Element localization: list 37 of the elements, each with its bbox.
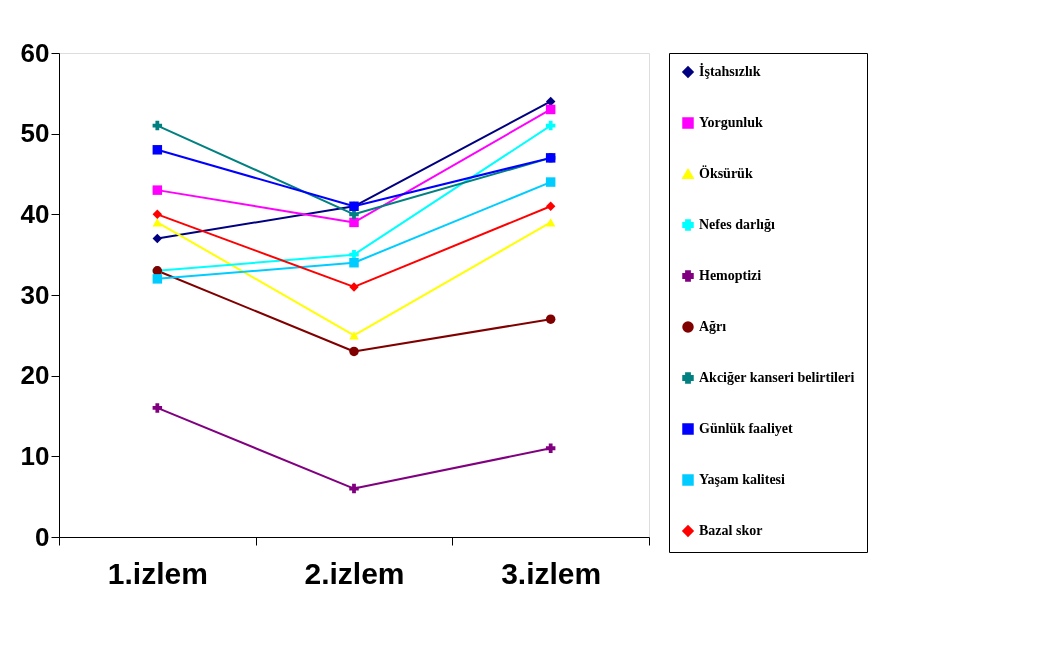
legend-label: Akciğer kanseri belirtileri <box>699 370 855 385</box>
point <box>152 233 163 244</box>
point <box>545 314 556 324</box>
legend-label: Hemoptizi <box>699 268 762 283</box>
x-tick-label: 3.izlem <box>501 556 602 590</box>
point <box>152 403 163 413</box>
legend-label: Nefes darlığı <box>699 217 775 232</box>
point <box>349 257 359 268</box>
point <box>545 177 556 187</box>
point <box>545 201 556 212</box>
point <box>545 218 556 227</box>
legend-label: İştahsızlık <box>699 63 761 79</box>
point <box>152 218 163 227</box>
x-tick-label: 2.izlem <box>304 556 405 590</box>
legend-label: Yaşam kalitesi <box>699 472 786 487</box>
y-tick-label: 20 <box>20 360 50 391</box>
y-tick-label: 30 <box>20 279 50 310</box>
y-tick-label: 10 <box>20 440 50 471</box>
point <box>349 217 359 228</box>
point <box>152 145 163 155</box>
point <box>349 483 359 494</box>
point <box>545 104 556 115</box>
y-tick-label: 40 <box>20 198 50 229</box>
legend-label: Bazal skor <box>699 523 763 538</box>
y-tick-label: 60 <box>20 37 50 68</box>
point <box>152 209 163 220</box>
y-tick-label: 50 <box>20 118 50 149</box>
legend-label: Ağrı <box>699 319 727 334</box>
legend-label: Öksürük <box>699 165 753 181</box>
y-tick-label: 0 <box>35 521 50 552</box>
point <box>349 346 359 357</box>
point <box>545 443 556 454</box>
point <box>152 185 163 195</box>
legend-label: Yorgunluk <box>699 115 764 130</box>
legend-label: Günlük faaliyet <box>699 421 794 436</box>
x-tick-label: 1.izlem <box>107 556 208 590</box>
point <box>152 274 163 284</box>
